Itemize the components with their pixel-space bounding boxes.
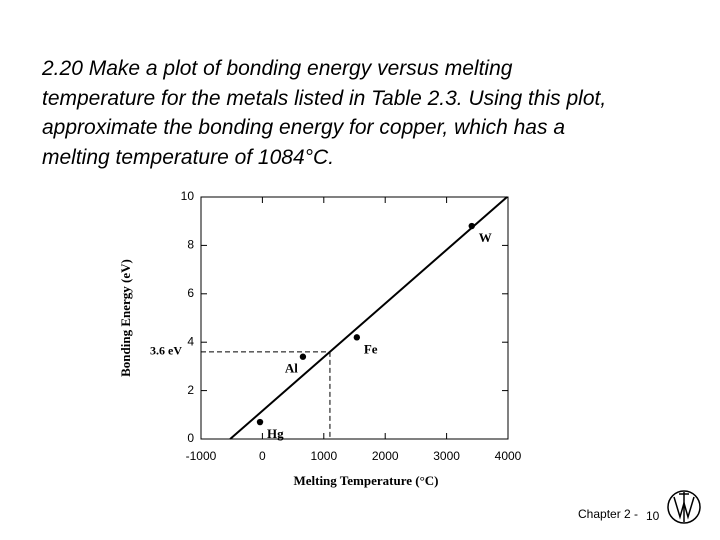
x-tick-label: -1000	[186, 449, 217, 463]
point-label: Hg	[267, 426, 284, 441]
problem-line: melting temperature of 1084°C.	[42, 145, 335, 169]
data-point	[468, 222, 475, 230]
estimate-label: 3.6 eV	[150, 344, 182, 358]
logo	[667, 490, 701, 524]
data-point	[353, 334, 361, 341]
y-tick-label: 6	[187, 286, 194, 300]
problem-line: approximate the bonding energy for coppe…	[42, 116, 566, 139]
point-label: W	[479, 230, 492, 245]
y-tick-label: 2	[187, 383, 194, 397]
page-number: 10	[646, 509, 660, 523]
x-tick-label: 4000	[495, 449, 522, 463]
data-point	[256, 418, 264, 426]
fit-line	[229, 196, 508, 440]
y-tick-label: 10	[181, 189, 195, 203]
plot-frame	[200, 196, 509, 440]
problem-text: 2.20 Make a plot of bonding energy versu…	[42, 54, 606, 172]
x-axis-label: Melting Temperature (°C)	[293, 473, 438, 488]
y-tick-label: 4	[187, 334, 194, 348]
x-tick-label: 2000	[372, 449, 399, 463]
problem-line: 2.20 Make a plot of bonding energy versu…	[42, 57, 513, 80]
x-tick-label: 1000	[310, 449, 337, 463]
data-point	[299, 353, 307, 360]
x-tick-label: 0	[259, 449, 266, 463]
y-tick-label: 0	[187, 431, 194, 445]
point-label: Al	[285, 361, 298, 376]
x-tick-label: 3000	[433, 449, 460, 463]
y-tick-label: 8	[187, 238, 194, 252]
chapter-label: Chapter 2 -	[578, 507, 639, 521]
point-label: Fe	[364, 341, 378, 356]
y-axis-label: Bonding Energy (eV)	[118, 259, 133, 377]
problem-line: temperature for the metals listed in Tab…	[42, 86, 607, 110]
